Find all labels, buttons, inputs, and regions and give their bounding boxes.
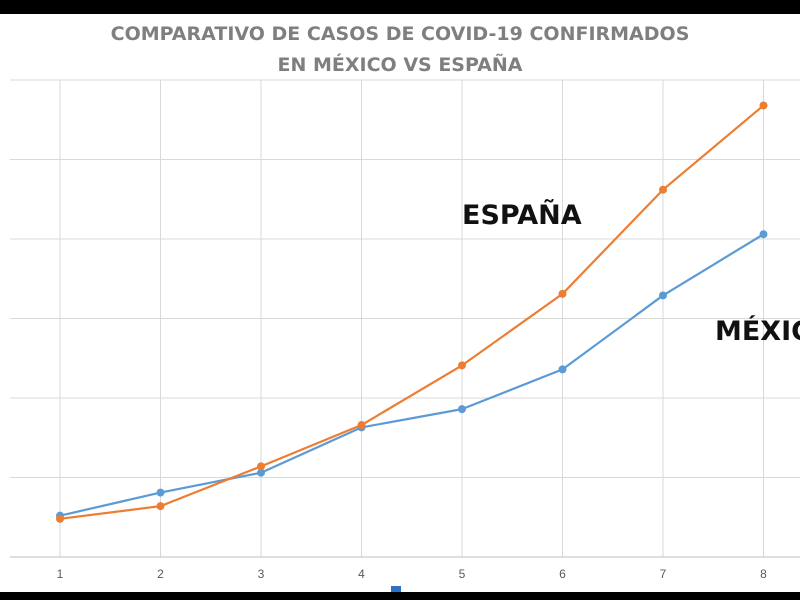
annotation-mexico: MÉXICO <box>715 315 800 347</box>
chart-title-line-1: COMPARATIVO DE CASOS DE COVID-19 CONFIRM… <box>111 23 690 45</box>
annotation-espana: ESPAÑA <box>462 199 582 231</box>
x-tick-label: 3 <box>258 567 265 581</box>
series-line-espana <box>59 104 765 520</box>
x-tick-label: 6 <box>559 567 566 581</box>
x-tick-label: 2 <box>157 567 164 581</box>
data-point-mexico <box>156 488 165 497</box>
chart-frame: COMPARATIVO DE CASOS DE COVID-19 CONFIRM… <box>0 14 800 592</box>
chart-title-line-2: EN MÉXICO VS ESPAÑA <box>278 52 523 76</box>
data-point-mexico <box>458 405 466 414</box>
data-point-mexico <box>558 365 567 374</box>
legend-marker <box>391 586 401 592</box>
x-tick-label: 1 <box>57 567 64 581</box>
data-point-espana <box>56 514 64 523</box>
data-point-espana <box>458 361 466 370</box>
data-point-espana <box>357 421 366 430</box>
x-tick-label: 8 <box>760 567 767 581</box>
x-tick-label: 5 <box>459 567 466 581</box>
data-point-espana <box>759 101 768 110</box>
data-point-mexico <box>659 291 667 300</box>
series-line-mexico <box>59 233 765 517</box>
x-tick-label: 7 <box>660 567 667 581</box>
data-point-espana <box>156 502 165 511</box>
grid-lines <box>10 79 800 558</box>
x-tick-labels: 1 2 3 4 5 6 7 8 <box>57 567 768 581</box>
data-point-espana <box>558 289 567 298</box>
chart-svg: COMPARATIVO DE CASOS DE COVID-19 CONFIRM… <box>10 23 800 592</box>
series-layer <box>56 101 768 523</box>
data-point-espana <box>257 462 265 471</box>
x-tick-label: 4 <box>358 567 365 581</box>
data-point-espana <box>659 185 667 194</box>
data-point-mexico <box>257 468 265 477</box>
data-point-mexico <box>759 230 768 239</box>
